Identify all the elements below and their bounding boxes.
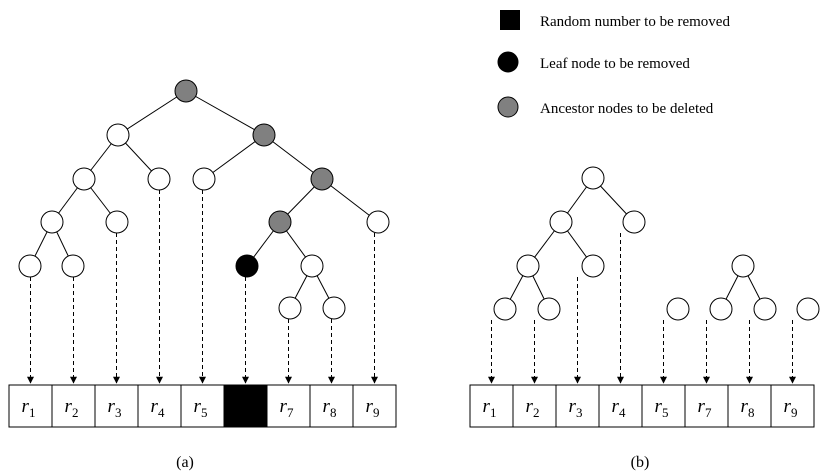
tree-edges <box>30 91 378 308</box>
array-cell-r4: r4 <box>599 385 642 427</box>
tree-node <box>797 298 819 320</box>
black-square-icon <box>500 10 520 30</box>
tree-node <box>106 211 128 233</box>
array-cell-r6: r6 <box>224 385 267 427</box>
tree-node <box>62 255 84 277</box>
diagram-b: r1 r2 r3 r4 r5 r7 r8 r9 (b) <box>470 167 819 471</box>
array-cell-r3: r3 <box>556 385 599 427</box>
ancestor-node-to-delete <box>253 124 275 146</box>
tree-node <box>517 255 539 277</box>
array-cell-r3: r3 <box>95 385 138 427</box>
tree-node <box>582 167 604 189</box>
array-cell-r8: r8 <box>310 385 353 427</box>
array-cell-r7: r7 <box>685 385 728 427</box>
tree-edges <box>505 178 765 309</box>
tree-edge <box>118 91 186 135</box>
legend-label: Random number to be removed <box>540 14 730 30</box>
tree-node <box>667 298 689 320</box>
array-cell-r2: r2 <box>52 385 95 427</box>
tree-node <box>41 211 63 233</box>
legend-label: Ancestor nodes to be deleted <box>540 101 714 117</box>
array-cell-r1: r1 <box>9 385 52 427</box>
tree-node <box>550 211 572 233</box>
tree-node <box>538 298 560 320</box>
legend-item-removed-number: Random number to be removed <box>500 10 730 30</box>
array-cell-r4: r4 <box>138 385 181 427</box>
tree-node <box>367 211 389 233</box>
caption-b: (b) <box>631 454 650 471</box>
tree-node <box>582 255 604 277</box>
tree-edge <box>186 91 264 135</box>
tree-node <box>732 255 754 277</box>
tree-node <box>710 298 732 320</box>
tree-node <box>323 297 345 319</box>
array-cell-r7: r7 <box>267 385 310 427</box>
legend: Random number to be removed Leaf node to… <box>498 10 730 117</box>
caption-a: (a) <box>176 454 194 471</box>
random-number-array: r1 r2 r3 r4 r5 r7 r8 r9 <box>470 385 814 427</box>
tree-node <box>754 298 776 320</box>
ancestor-node-to-delete <box>311 168 333 190</box>
array-cell-r1: r1 <box>470 385 513 427</box>
array-cell-r5: r5 <box>642 385 685 427</box>
tree-node <box>73 168 95 190</box>
tree-node <box>301 255 323 277</box>
random-number-array: r1 r2 r3 r4 r5 r6 r7 r8 r9 <box>9 385 396 427</box>
legend-item-ancestor-deleted: Ancestor nodes to be deleted <box>498 97 714 117</box>
tree-node <box>494 298 516 320</box>
ancestor-node-to-delete <box>269 211 291 233</box>
tree-node <box>279 297 301 319</box>
leaf-node-to-remove <box>236 255 258 277</box>
diagram-a: r1 r2 r3 r4 r5 r6 r7 r8 r9 (a) <box>9 80 396 471</box>
tree-node <box>623 211 645 233</box>
tree-nodes <box>19 80 389 319</box>
legend-item-leaf-removed: Leaf node to be removed <box>498 52 690 72</box>
legend-label: Leaf node to be removed <box>540 56 690 72</box>
tree-node <box>107 124 129 146</box>
array-cell-r8: r8 <box>728 385 771 427</box>
array-cell-r9: r9 <box>771 385 814 427</box>
tree-node <box>193 168 215 190</box>
ancestor-node-to-delete <box>175 80 197 102</box>
tree-node <box>19 255 41 277</box>
array-cell-r2: r2 <box>513 385 556 427</box>
tree-node <box>148 168 170 190</box>
array-cell-r9: r9 <box>353 385 396 427</box>
black-circle-icon <box>498 52 518 72</box>
array-cell-r5: r5 <box>181 385 224 427</box>
gray-circle-icon <box>498 97 518 117</box>
